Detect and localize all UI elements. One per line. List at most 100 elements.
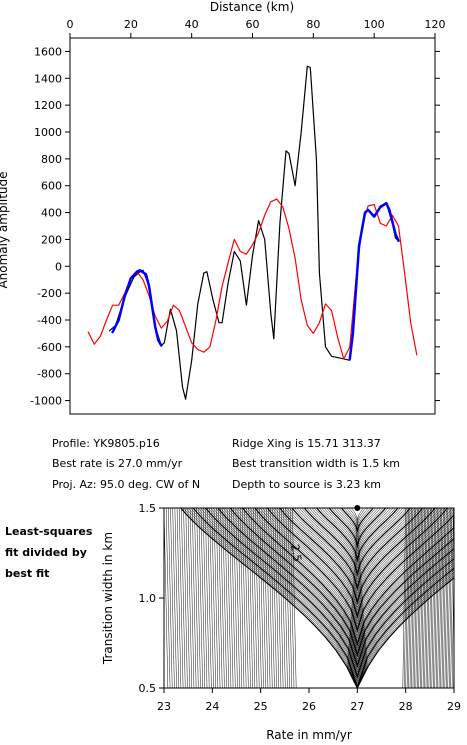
contour-line — [202, 508, 208, 688]
contour-line — [248, 508, 253, 688]
contour-line — [291, 508, 424, 591]
contour-line — [183, 508, 454, 688]
contour-line — [194, 508, 199, 688]
contour-line — [211, 508, 216, 688]
contour-line — [179, 508, 184, 688]
contour-line — [164, 508, 169, 688]
profile-y-tick-label: 1400 — [34, 72, 62, 85]
contour-line — [283, 508, 288, 688]
contour-line — [294, 508, 421, 586]
contour-line — [306, 508, 408, 573]
contour-line — [333, 508, 381, 541]
contour-line — [259, 508, 454, 626]
contour-line — [272, 508, 277, 688]
contour-line — [412, 508, 417, 688]
contour-line — [415, 508, 419, 688]
contour-y-axis-title: Transition width in km — [101, 532, 115, 665]
contour-line — [328, 508, 386, 549]
contour-line — [444, 508, 448, 688]
profile-series-line-3 — [348, 201, 400, 361]
contour-line — [274, 508, 280, 688]
contour-line — [319, 508, 396, 558]
contour-line — [284, 508, 431, 598]
ridge-crossing: Ridge Xing is 15.71 313.37 — [232, 437, 381, 450]
contour-line — [281, 508, 286, 688]
contour-line — [224, 508, 229, 688]
contour-line — [264, 508, 450, 620]
contour-line — [409, 508, 414, 688]
contour-line — [198, 508, 203, 688]
contour-line — [247, 508, 454, 640]
contour-line — [180, 508, 454, 688]
contour-x-tick-label: 29 — [447, 700, 461, 713]
contour-line — [406, 508, 411, 688]
contour-y-tick-label: 1.5 — [139, 502, 157, 515]
contour-line — [435, 508, 440, 688]
contour-line — [172, 508, 177, 688]
contour-line — [351, 508, 364, 521]
profile-y-tick-label: -600 — [37, 341, 62, 354]
profile-y-tick-label: -800 — [37, 368, 62, 381]
contour-line — [187, 508, 193, 688]
profile-series-line-2 — [111, 269, 163, 347]
contour-line — [205, 508, 454, 679]
profile-series-line-0 — [108, 65, 400, 400]
contour-line — [434, 508, 438, 688]
contour-line — [455, 508, 458, 688]
contour-line — [432, 508, 437, 688]
contour-line — [321, 508, 394, 556]
contour-line — [263, 508, 269, 688]
contour-line — [255, 508, 260, 688]
contour-x-tick-label: 24 — [205, 700, 219, 713]
contour-line — [309, 508, 406, 570]
contour-line — [421, 508, 425, 688]
contour-line — [270, 508, 275, 688]
contour-line — [276, 508, 282, 688]
contour-y-tick-label: 1.0 — [139, 592, 157, 605]
contour-line — [314, 508, 401, 564]
contour-line — [430, 508, 434, 688]
projection-azimuth: Proj. Az: 95.0 deg. CW of N — [52, 478, 200, 491]
contour-line — [218, 508, 223, 688]
profile-y-tick-label: 1600 — [34, 45, 62, 58]
contour-line — [188, 508, 454, 688]
contour-line — [244, 508, 249, 688]
best-fit-marker — [354, 505, 361, 511]
contour-line — [403, 508, 408, 688]
contour-x-tick-label: 23 — [157, 700, 171, 713]
contour-line — [266, 508, 271, 688]
contour-line — [209, 508, 214, 688]
contour-line — [296, 508, 418, 584]
contour-line — [266, 508, 448, 619]
contour-line — [181, 508, 186, 688]
profile-y-tick-label: -400 — [37, 314, 62, 327]
contour-line — [440, 508, 444, 688]
contour-line — [456, 508, 459, 688]
contour-line — [207, 508, 212, 688]
contour-line — [346, 508, 369, 527]
contour-x-ticks: 23 24 25 26 27 28 29 — [157, 688, 461, 713]
profile-y-ticks: 1600 1400 1200 1000 800 600 400 200 0 -200 -400 -60… — [30, 45, 440, 408]
contour-line — [222, 508, 227, 688]
contour-line — [408, 508, 412, 688]
contour-line — [215, 508, 221, 688]
contour-line — [232, 508, 454, 654]
profile-y-tick-label: 1200 — [34, 99, 62, 112]
profile-y-tick-label: 0 — [55, 260, 62, 273]
contour-line — [324, 508, 391, 553]
contour-line — [196, 508, 201, 688]
contour-line — [336, 508, 379, 538]
depth-to-source: Depth to source is 3.23 km — [232, 478, 381, 491]
contour-line — [259, 508, 264, 688]
profile-x-tick-label: 0 — [67, 18, 74, 31]
contour-y-tick-label: 0.5 — [139, 682, 157, 695]
contour-line — [443, 508, 447, 688]
contour-line — [174, 508, 179, 688]
contour-line — [438, 508, 443, 688]
contour-value-label: 2.5 — [288, 543, 304, 562]
contour-line — [287, 508, 293, 688]
contour-line — [279, 508, 284, 688]
profile-y-tick-label: 1000 — [34, 126, 62, 139]
contour-line — [185, 508, 190, 688]
